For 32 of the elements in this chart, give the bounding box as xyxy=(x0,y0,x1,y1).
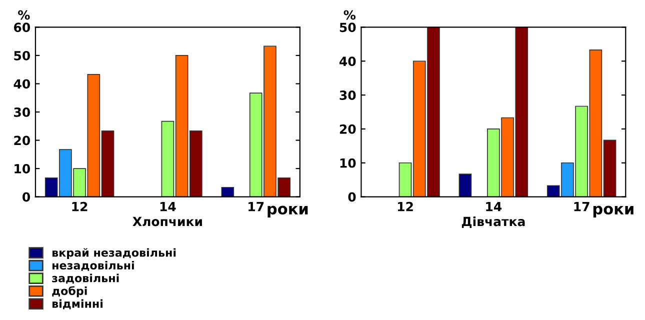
legend-label: задовільні xyxy=(52,274,119,284)
x-tick-label: 12 xyxy=(398,202,413,212)
x-tick-label: 14 xyxy=(160,202,176,212)
x-tick-label: 17 xyxy=(248,202,264,212)
y-tick-label: 0 xyxy=(22,192,30,202)
x-tick-label: 17 xyxy=(574,202,590,212)
legend-label: відмінні xyxy=(52,299,103,310)
bar xyxy=(221,187,234,197)
y-tick-label: 30 xyxy=(340,90,356,100)
bar xyxy=(458,174,472,197)
legend-label: добрі xyxy=(52,286,87,298)
y-tick-label: 20 xyxy=(14,136,30,146)
x-axis-title: Дівчатка xyxy=(462,216,525,228)
y-tick-label: 30 xyxy=(14,107,30,117)
y-tick-label: 0 xyxy=(348,192,356,202)
y-tick-label: 60 xyxy=(14,22,30,32)
y-tick-label: 20 xyxy=(340,124,356,134)
x-tick-label: 14 xyxy=(486,202,502,212)
y-axis-title: % xyxy=(344,10,356,20)
y-tick-label: 50 xyxy=(340,22,356,32)
legend-label: незадовільні xyxy=(52,260,134,271)
text: роки xyxy=(593,206,634,218)
y-tick-label: 10 xyxy=(14,164,30,174)
y-tick-label: 50 xyxy=(14,50,30,60)
text: роки xyxy=(268,206,308,218)
y-tick-label: 10 xyxy=(340,158,356,168)
y-axis-title: % xyxy=(18,10,30,20)
y-tick-label: 40 xyxy=(14,79,30,89)
legend-label: вкрай незадовільні xyxy=(52,248,176,259)
x-tick-label: 12 xyxy=(72,202,88,212)
y-tick-label: 40 xyxy=(340,56,356,66)
x-axis-title: Хлопчики xyxy=(132,216,202,226)
